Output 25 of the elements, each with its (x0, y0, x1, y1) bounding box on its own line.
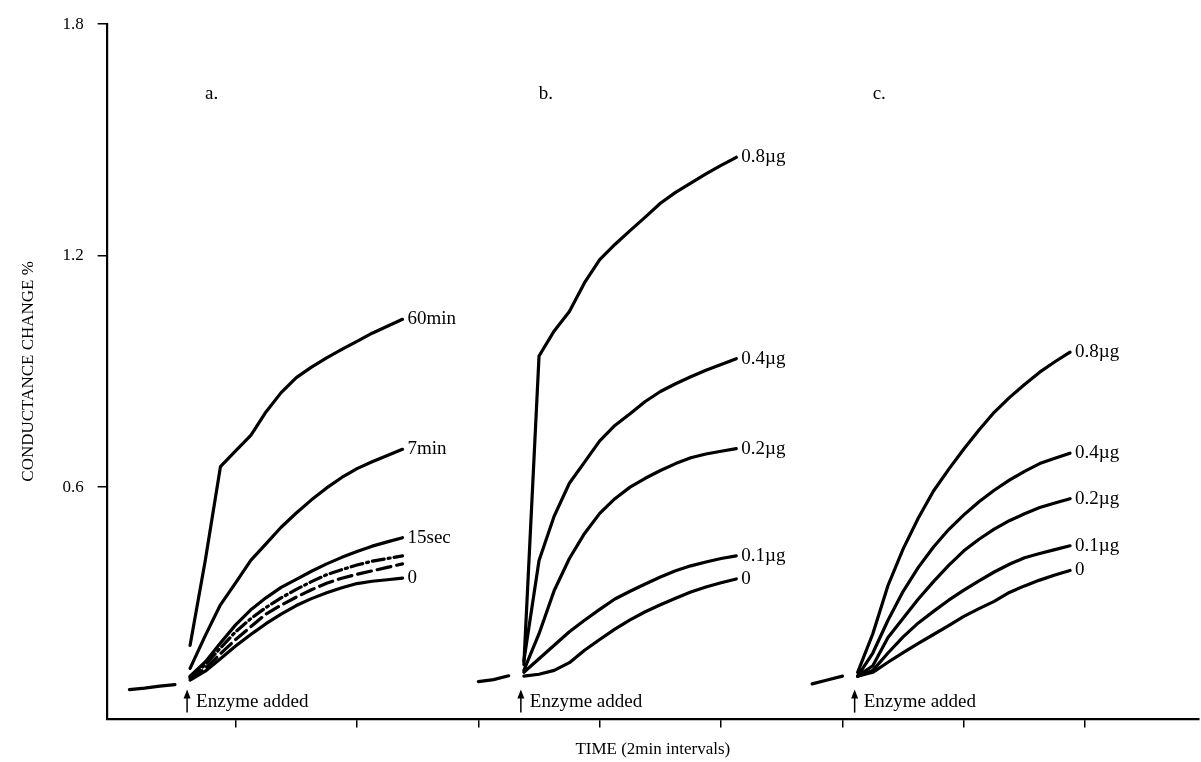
annotation: Enzyme added (863, 689, 977, 711)
series-label: 0.1µg (1075, 533, 1120, 555)
y-tick-label: 1.8 (62, 13, 84, 33)
series-label: 60min (407, 307, 457, 329)
series-label: 0.4µg (1075, 441, 1120, 463)
annotation: c. (872, 82, 886, 104)
annotation: Enzyme added (529, 689, 643, 711)
y-tick-label: 0.6 (62, 476, 84, 496)
annotation: a. (205, 82, 219, 104)
series-label: 0 (1075, 558, 1085, 580)
annotation: b. (538, 82, 554, 104)
series-label: 0.1µg (741, 543, 786, 565)
series-label: 0.2µg (741, 436, 786, 458)
series-label: 0.4µg (741, 346, 786, 368)
y-tick-label: 1.2 (62, 245, 84, 265)
series-label: 0.8µg (1075, 340, 1120, 362)
series-label: 7min (407, 437, 448, 459)
series-label: 0 (407, 566, 417, 588)
series-label: 0.2µg (1075, 486, 1120, 508)
series-label: 15sec (407, 525, 451, 547)
annotation: Enzyme added (196, 689, 309, 711)
series-label: 0.8µg (741, 145, 786, 167)
y-axis-title: CONDUCTANCE CHANGE % (17, 261, 37, 482)
series-label: 0 (741, 566, 751, 588)
x-axis-title: TIME (2min intervals) (575, 739, 731, 759)
